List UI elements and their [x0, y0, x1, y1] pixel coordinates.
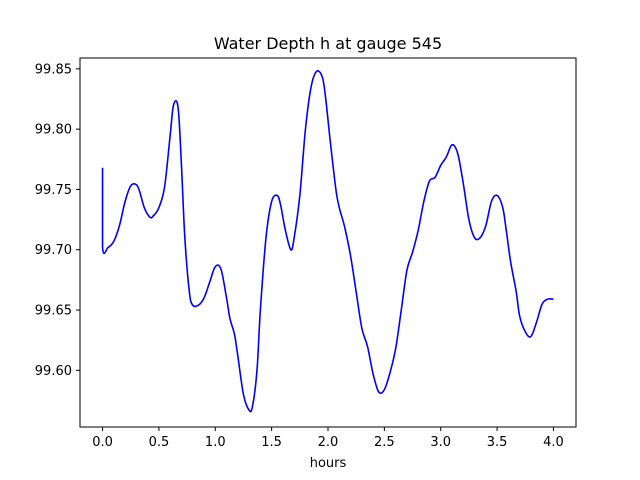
x-tick-label: 3.5 [487, 435, 508, 450]
x-axis-label: hours [310, 456, 347, 471]
x-tick-label: 1.5 [261, 435, 282, 450]
y-axis-ticks: 99.60 99.65 99.70 99.75 99.80 99.85 [35, 62, 80, 379]
y-tick-label: 99.70 [35, 243, 72, 258]
x-tick-label: 2.0 [318, 435, 339, 450]
y-tick-label: 99.75 [35, 183, 72, 198]
x-tick-label: 0.0 [92, 435, 113, 450]
x-tick-label: 4.0 [543, 435, 564, 450]
x-tick-label: 3.0 [430, 435, 451, 450]
x-axis-ticks: 0.0 0.5 1.0 1.5 2.0 2.5 3.0 3.5 4.0 [92, 427, 564, 450]
y-tick-label: 99.60 [35, 364, 72, 379]
x-tick-label: 2.5 [374, 435, 395, 450]
series-layer [101, 70, 554, 413]
y-tick-label: 99.65 [35, 304, 72, 319]
y-tick-label: 99.80 [35, 123, 72, 138]
series-line [101, 70, 554, 413]
x-tick-label: 0.5 [149, 435, 170, 450]
chart-title: Water Depth h at gauge 545 [214, 34, 442, 53]
y-tick-label: 99.85 [35, 62, 72, 77]
x-tick-label: 1.0 [205, 435, 226, 450]
